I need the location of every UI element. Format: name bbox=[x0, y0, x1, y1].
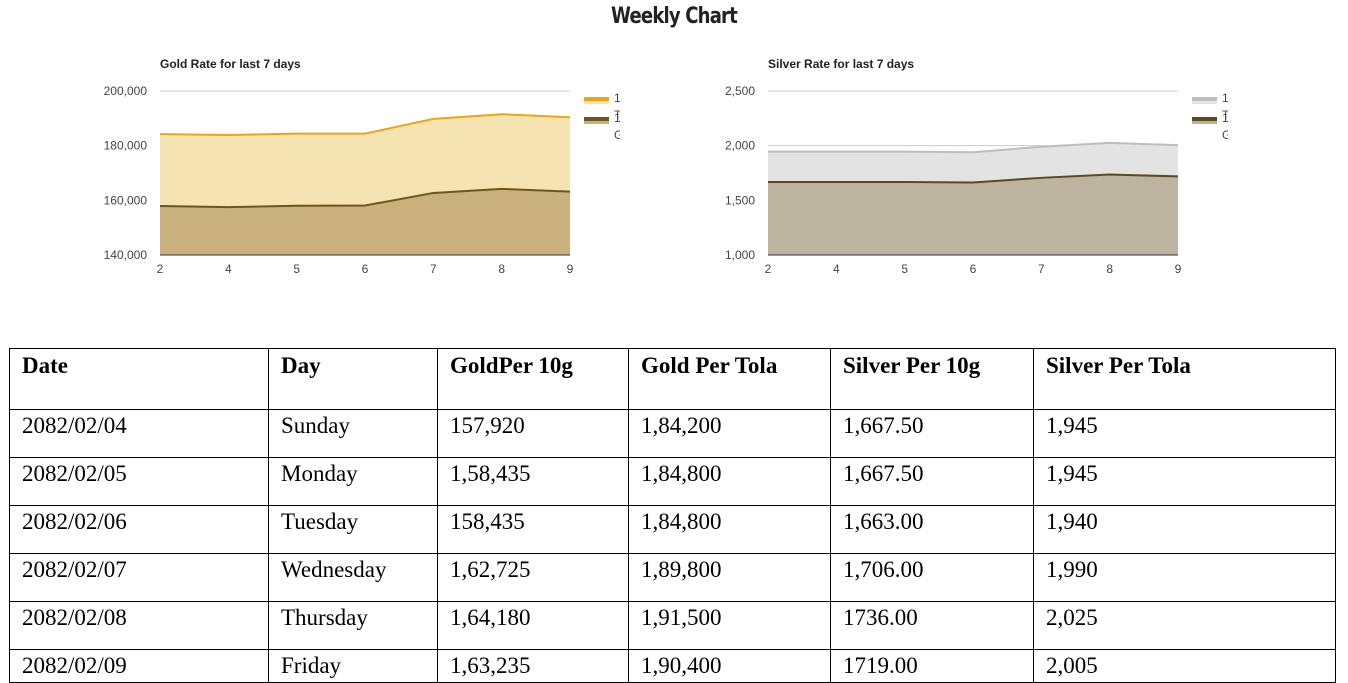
cell-gold-per-tola: 1,84,800 bbox=[628, 457, 831, 506]
x-tick-label: 5 bbox=[901, 262, 908, 276]
x-tick-label: 2 bbox=[765, 262, 772, 276]
legend-label: Grm bbox=[1222, 128, 1228, 142]
legend-label: 10 bbox=[1222, 111, 1228, 125]
y-tick-label: 2,500 bbox=[725, 84, 755, 98]
x-tick-label: 7 bbox=[430, 262, 437, 276]
cell-day: Tuesday bbox=[268, 505, 438, 554]
chart-title: Gold Rate for last 7 days bbox=[160, 57, 301, 71]
legend-swatch bbox=[1192, 117, 1217, 121]
header-gold-per-10g: GoldPer 10g bbox=[437, 348, 629, 410]
y-tick-label: 140,000 bbox=[104, 248, 148, 262]
series-line-0 bbox=[159, 113, 571, 137]
cell-silver-per-10g: 1736.00 bbox=[830, 601, 1034, 650]
table-row: 2082/02/09 Friday 1,63,235 1,90,400 1719… bbox=[9, 649, 1336, 683]
legend-swatch bbox=[584, 97, 609, 101]
cell-silver-per-10g: 1,667.50 bbox=[830, 457, 1034, 506]
series-area-1 bbox=[768, 174, 1178, 255]
cell-gold-per-tola: 1,84,200 bbox=[628, 409, 831, 458]
x-tick-label: 5 bbox=[293, 262, 300, 276]
legend-label: 10 bbox=[614, 111, 620, 125]
cell-day: Monday bbox=[268, 457, 438, 506]
series-line-1 bbox=[159, 187, 571, 209]
header-silver-per-10g: Silver Per 10g bbox=[830, 348, 1034, 410]
cell-date: 2082/02/04 bbox=[9, 409, 269, 458]
gold-rate-chart: Gold Rate for last 7 days 140,000 160,000 1… bbox=[104, 57, 620, 276]
series-line-0 bbox=[768, 141, 1179, 154]
cell-day: Friday bbox=[268, 649, 438, 683]
y-tick-label: 1,500 bbox=[725, 193, 755, 207]
legend-swatch-fill bbox=[1192, 101, 1217, 104]
cell-day: Wednesday bbox=[268, 553, 438, 602]
legend-label: 1 bbox=[614, 91, 620, 105]
y-tick-label: 2,000 bbox=[725, 139, 755, 153]
page-title: Weekly Chart bbox=[611, 4, 738, 29]
series-area-1 bbox=[160, 188, 570, 255]
legend-swatch-fill bbox=[584, 101, 609, 104]
header-gold-per-tola: Gold Per Tola bbox=[628, 348, 831, 410]
header-date: Date bbox=[9, 348, 269, 410]
x-tick-label: 2 bbox=[157, 262, 164, 276]
cell-silver-per-tola: 1,940 bbox=[1033, 505, 1336, 554]
chart-title: Silver Rate for last 7 days bbox=[768, 57, 914, 71]
y-tick-label: 160,000 bbox=[104, 193, 148, 207]
cell-silver-per-10g: 1,663.00 bbox=[830, 505, 1034, 554]
cell-day: Sunday bbox=[268, 409, 438, 458]
cell-silver-per-tola: 2,005 bbox=[1033, 649, 1336, 683]
y-tick-label: 200,000 bbox=[104, 84, 148, 98]
legend-swatch bbox=[584, 117, 609, 121]
x-tick-label: 9 bbox=[1175, 262, 1182, 276]
x-tick-label: 4 bbox=[225, 262, 232, 276]
cell-date: 2082/02/07 bbox=[9, 553, 269, 602]
table-row: 2082/02/06 Tuesday 158,435 1,84,800 1,66… bbox=[9, 505, 1336, 554]
table-row: 2082/02/07 Wednesday 1,62,725 1,89,800 1… bbox=[9, 553, 1336, 602]
cell-date: 2082/02/05 bbox=[9, 457, 269, 506]
cell-gold-per-tola: 1,89,800 bbox=[628, 553, 831, 602]
cell-gold-per-10g: 1,64,180 bbox=[437, 601, 629, 650]
y-tick-label: 1,000 bbox=[725, 248, 755, 262]
legend-label: Tola bbox=[1222, 108, 1228, 122]
x-tick-label: 6 bbox=[362, 262, 369, 276]
cell-silver-per-tola: 1,945 bbox=[1033, 457, 1336, 506]
legend-swatch bbox=[1192, 97, 1217, 101]
cell-gold-per-10g: 1,63,235 bbox=[437, 649, 629, 683]
cell-gold-per-tola: 1,91,500 bbox=[628, 601, 831, 650]
cell-gold-per-tola: 1,90,400 bbox=[628, 649, 831, 683]
legend-label: 1 bbox=[1222, 91, 1228, 105]
cell-date: 2082/02/09 bbox=[9, 649, 269, 683]
cell-gold-per-tola: 1,84,800 bbox=[628, 505, 831, 554]
cell-gold-per-10g: 1,62,725 bbox=[437, 553, 629, 602]
legend-label: Grm bbox=[614, 128, 620, 142]
y-tick-label: 180,000 bbox=[104, 139, 148, 153]
table-row: 2082/02/04 Sunday 157,920 1,84,200 1,667… bbox=[9, 409, 1336, 458]
x-tick-label: 4 bbox=[833, 262, 840, 276]
header-day: Day bbox=[268, 348, 438, 410]
x-tick-label: 8 bbox=[1106, 262, 1113, 276]
cell-gold-per-10g: 158,435 bbox=[437, 505, 629, 554]
legend-label: Tola bbox=[614, 108, 620, 122]
cell-date: 2082/02/06 bbox=[9, 505, 269, 554]
legend-swatch-fill bbox=[1192, 121, 1217, 124]
x-tick-label: 9 bbox=[567, 262, 574, 276]
rates-table: Date Day GoldPer 10g Gold Per Tola Silve… bbox=[9, 348, 1336, 683]
legend-swatch-fill bbox=[584, 121, 609, 124]
table-row: 2082/02/08 Thursday 1,64,180 1,91,500 17… bbox=[9, 601, 1336, 650]
cell-gold-per-10g: 157,920 bbox=[437, 409, 629, 458]
table-row: 2082/02/05 Monday 1,58,435 1,84,800 1,66… bbox=[9, 457, 1336, 506]
series-line-1 bbox=[768, 173, 1179, 184]
cell-silver-per-10g: 1,706.00 bbox=[830, 553, 1034, 602]
x-tick-label: 6 bbox=[970, 262, 977, 276]
table-header-row: Date Day GoldPer 10g Gold Per Tola Silve… bbox=[9, 348, 1336, 410]
cell-gold-per-10g: 1,58,435 bbox=[437, 457, 629, 506]
cell-silver-per-tola: 2,025 bbox=[1033, 601, 1336, 650]
cell-silver-per-10g: 1,667.50 bbox=[830, 409, 1034, 458]
cell-silver-per-10g: 1719.00 bbox=[830, 649, 1034, 683]
cell-day: Thursday bbox=[268, 601, 438, 650]
silver-rate-chart: Silver Rate for last 7 days 1,000 1,500 2,0… bbox=[725, 57, 1228, 276]
cell-date: 2082/02/08 bbox=[9, 601, 269, 650]
header-silver-per-tola: Silver Per Tola bbox=[1033, 348, 1336, 410]
x-tick-label: 8 bbox=[498, 262, 505, 276]
cell-silver-per-tola: 1,990 bbox=[1033, 553, 1336, 602]
x-tick-label: 7 bbox=[1038, 262, 1045, 276]
cell-silver-per-tola: 1,945 bbox=[1033, 409, 1336, 458]
